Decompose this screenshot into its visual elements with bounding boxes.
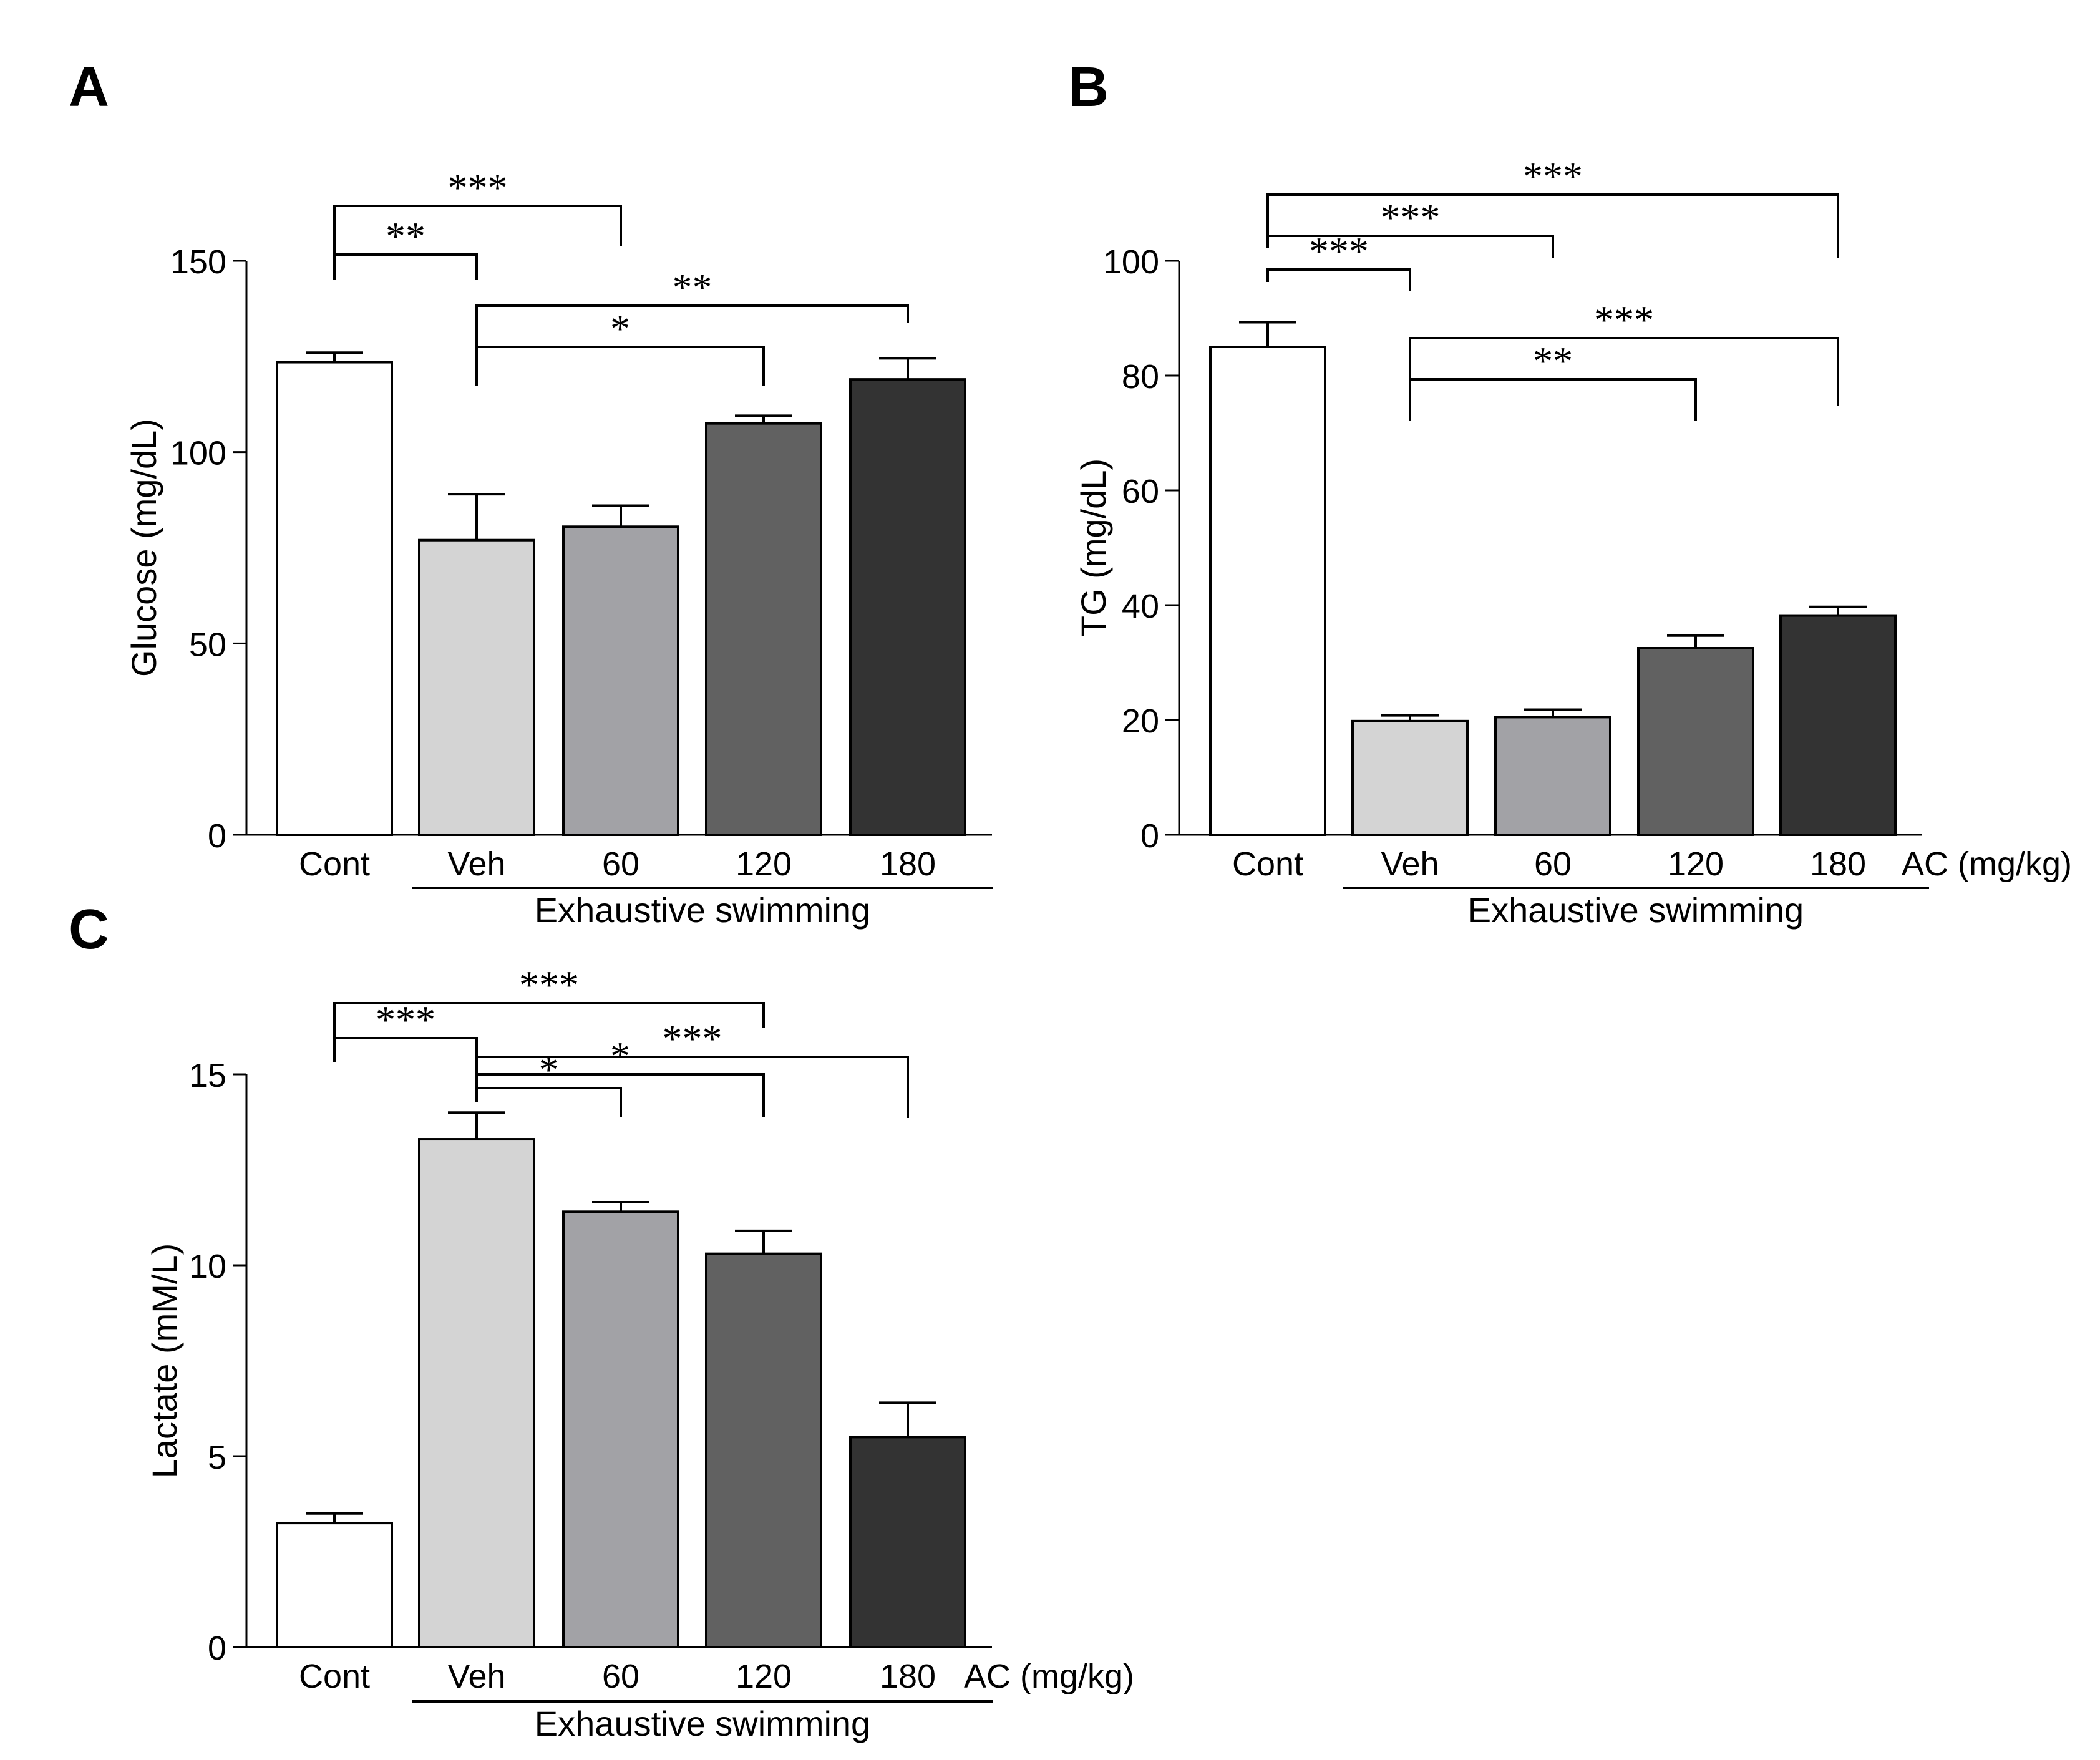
y-axis-title: Lactate (mM/L) <box>145 1243 184 1479</box>
significance-label: * <box>610 1034 630 1078</box>
bar-120 <box>1637 647 1754 836</box>
group-label: Exhaustive swimming <box>535 1704 870 1743</box>
y-tick-label: 80 <box>1122 358 1159 396</box>
x-unit-label: AC (mg/kg) <box>1902 845 2072 883</box>
x-tick-label: 60 <box>602 1658 639 1695</box>
y-tick-label: 5 <box>208 1439 226 1476</box>
x-tick-label: 180 <box>1810 845 1866 883</box>
significance-bracket <box>1266 268 1411 291</box>
y-tick-label: 150 <box>170 243 226 281</box>
bar-cont <box>276 1522 393 1649</box>
bar-veh <box>418 538 535 836</box>
bar-veh <box>418 1138 535 1649</box>
bar-60 <box>562 1210 679 1648</box>
y-tick-label: 40 <box>1122 588 1159 625</box>
panel-label: B <box>1068 56 1109 119</box>
panel-label: A <box>69 56 109 119</box>
x-tick-label: 60 <box>1534 845 1572 883</box>
significance-label: *** <box>1594 298 1654 342</box>
significance-bracket <box>333 205 622 280</box>
x-unit-label: AC (mg/kg) <box>964 1658 1134 1695</box>
significance-label: *** <box>448 165 508 210</box>
bar-veh <box>1351 719 1469 836</box>
group-label: Exhaustive swimming <box>535 890 870 930</box>
significance-label: ** <box>673 265 712 309</box>
significance-bracket <box>475 1073 765 1117</box>
significance-bracket <box>333 253 478 280</box>
significance-bracket <box>475 304 909 383</box>
significance-bracket <box>1409 337 1839 406</box>
significance-label: *** <box>1523 154 1583 198</box>
panel-c-chart: 0 5 10 15 Lactate (mM/L) Cont Veh 60 120 180 AC (m… <box>145 963 1134 1743</box>
bar-cont <box>276 361 393 836</box>
x-tick-label: Cont <box>299 845 370 883</box>
significance-label: *** <box>1309 229 1369 273</box>
bar-180 <box>849 1436 966 1648</box>
significance-bracket <box>333 1002 765 1062</box>
significance-bracket <box>475 1087 622 1117</box>
x-tick-label: 180 <box>880 845 936 883</box>
significance-bracket <box>475 346 765 386</box>
y-tick-label: 10 <box>189 1248 226 1285</box>
bar-120 <box>705 422 822 836</box>
significance-bracket <box>475 1056 909 1118</box>
significance-label: * <box>610 306 630 351</box>
significance-label: *** <box>519 963 579 1007</box>
bar-60 <box>1494 716 1611 837</box>
significance-label: *** <box>1381 195 1441 240</box>
y-tick-label: 60 <box>1122 473 1159 510</box>
y-axis-title: TG (mg/dL) <box>1074 459 1113 637</box>
significance-label: *** <box>376 998 435 1042</box>
x-tick-label: Veh <box>447 845 505 883</box>
x-tick-label: Cont <box>299 1658 370 1695</box>
x-tick-label: 180 <box>880 1658 936 1695</box>
x-tick-label: 120 <box>736 1658 792 1695</box>
bar-120 <box>705 1252 822 1648</box>
group-label: Exhaustive swimming <box>1468 890 1804 930</box>
y-tick-label: 100 <box>170 435 226 472</box>
x-tick-label: 120 <box>1668 845 1724 883</box>
x-tick-label: Cont <box>1232 845 1303 883</box>
significance-bracket <box>1266 235 1554 258</box>
significance-label: ** <box>1533 339 1573 383</box>
y-tick-label: 0 <box>208 1630 226 1667</box>
x-tick-label: 120 <box>736 845 792 883</box>
y-tick-label: 20 <box>1122 703 1159 740</box>
y-tick-label: 0 <box>208 817 226 855</box>
significance-label: * <box>539 1048 559 1092</box>
bar-180 <box>1779 614 1897 836</box>
panel-b-chart: 0 20 40 60 80 100 TG (mg/dL) Cont Veh 60 120 180 AC … <box>1074 154 2072 930</box>
x-tick-label: 60 <box>602 845 639 883</box>
significance-bracket <box>333 1037 478 1062</box>
significance-bracket <box>1266 193 1839 258</box>
y-tick-label: 100 <box>1103 243 1159 281</box>
significance-label: ** <box>386 214 425 258</box>
significance-bracket <box>1409 378 1697 421</box>
bar-cont <box>1209 346 1326 836</box>
panel-a-chart: 0 50 100 150 Glucose (mg/dL) Cont Veh 60 120 180 E… <box>124 165 993 930</box>
bar-60 <box>562 525 679 836</box>
y-axis-title: Glucose (mg/dL) <box>124 419 163 677</box>
x-tick-label: Veh <box>447 1658 505 1695</box>
y-tick-label: 0 <box>1140 817 1159 855</box>
significance-label: *** <box>663 1016 722 1061</box>
y-tick-label: 15 <box>189 1057 226 1094</box>
y-tick-label: 50 <box>189 626 226 663</box>
bar-180 <box>849 378 966 836</box>
x-tick-label: Veh <box>1381 845 1439 883</box>
panel-label: C <box>69 898 109 961</box>
